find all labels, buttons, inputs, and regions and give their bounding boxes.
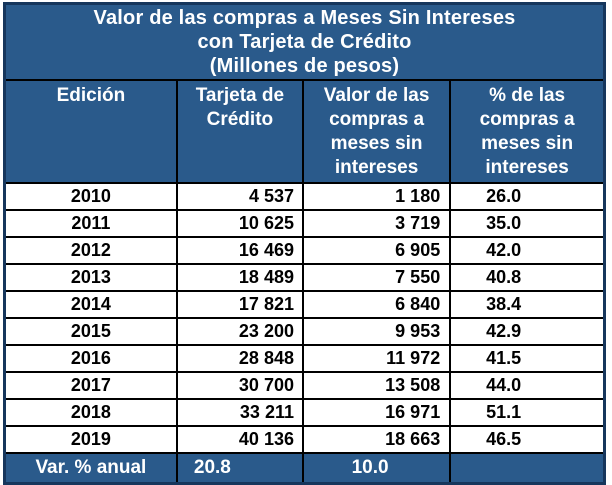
pct-value-cell: 26.0 <box>449 182 606 211</box>
valor-value-cell: 11 972 <box>301 344 452 373</box>
valor-value-cell: 7 550 <box>301 263 452 292</box>
table-row: 2015 23 200 9 953 42.9 <box>3 317 606 346</box>
table-row: 2017 30 700 13 508 44.0 <box>3 371 606 400</box>
year-cell: 2013 <box>3 263 178 292</box>
tarjeta-value-cell: 18 489 <box>175 263 304 292</box>
table-row: 2019 40 136 18 663 46.5 <box>3 425 606 454</box>
pct-value-cell: 35.0 <box>449 209 606 238</box>
table-row: 2010 4 537 1 180 26.0 <box>3 182 606 211</box>
tarjeta-value-cell: 17 821 <box>175 290 304 319</box>
pct-value-cell: 42.9 <box>449 317 606 346</box>
pct-value-cell: 42.0 <box>449 236 606 265</box>
tarjeta-value-cell: 4 537 <box>175 182 304 211</box>
valor-value-cell: 16 971 <box>301 398 452 427</box>
pct-value-cell: 51.1 <box>449 398 606 427</box>
valor-value-cell: 13 508 <box>301 371 452 400</box>
tarjeta-value-cell: 28 848 <box>175 344 304 373</box>
year-cell: 2017 <box>3 371 178 400</box>
year-cell: 2019 <box>3 425 178 454</box>
footer-label: Var. % anual <box>3 452 178 485</box>
valor-value-cell: 6 840 <box>301 290 452 319</box>
pct-value-cell: 46.5 <box>449 425 606 454</box>
pct-value-cell: 41.5 <box>449 344 606 373</box>
tarjeta-value-cell: 10 625 <box>175 209 304 238</box>
year-cell: 2010 <box>3 182 178 211</box>
valor-value-cell: 9 953 <box>301 317 452 346</box>
msi-data-table: Valor de las compras a Meses Sin Interes… <box>3 2 606 485</box>
footer-valor-var-cell: 10.0 <box>301 452 452 485</box>
year-cell: 2016 <box>3 344 178 373</box>
table-row: 2012 16 469 6 905 42.0 <box>3 236 606 265</box>
year-cell: 2012 <box>3 236 178 265</box>
column-header-edicion: Edición <box>3 79 178 184</box>
table-row: 2014 17 821 6 840 38.4 <box>3 290 606 319</box>
footer-pct-empty-cell <box>449 452 606 485</box>
pct-value-cell: 38.4 <box>449 290 606 319</box>
title-row: Valor de las compras a Meses Sin Interes… <box>3 2 606 81</box>
pct-value-cell: 40.8 <box>449 263 606 292</box>
tarjeta-value-cell: 30 700 <box>175 371 304 400</box>
pct-value-cell: 44.0 <box>449 371 606 400</box>
column-header-tarjeta-credito: Tarjeta de Crédito <box>175 79 304 184</box>
valor-value-cell: 3 719 <box>301 209 452 238</box>
year-cell: 2014 <box>3 290 178 319</box>
valor-value-cell: 6 905 <box>301 236 452 265</box>
table-row: 2011 10 625 3 719 35.0 <box>3 209 606 238</box>
valor-value-cell: 1 180 <box>301 182 452 211</box>
footer-row: Var. % anual 20.8 10.0 <box>3 452 606 485</box>
year-cell: 2011 <box>3 209 178 238</box>
table-row: 2018 33 211 16 971 51.1 <box>3 398 606 427</box>
table-row: 2016 28 848 11 972 41.5 <box>3 344 606 373</box>
valor-value-cell: 18 663 <box>301 425 452 454</box>
tarjeta-value-cell: 33 211 <box>175 398 304 427</box>
tarjeta-value-cell: 40 136 <box>175 425 304 454</box>
tarjeta-value-cell: 23 200 <box>175 317 304 346</box>
column-header-pct-compras: % de las compras a meses sin intereses <box>449 79 606 184</box>
tarjeta-value-cell: 16 469 <box>175 236 304 265</box>
table-row: 2013 18 489 7 550 40.8 <box>3 263 606 292</box>
table-title: Valor de las compras a Meses Sin Interes… <box>3 2 606 81</box>
column-header-valor-compras: Valor de las compras a meses sin interes… <box>301 79 452 184</box>
year-cell: 2015 <box>3 317 178 346</box>
header-row: Edición Tarjeta de Crédito Valor de las … <box>3 79 606 184</box>
footer-tarjeta-var-cell: 20.8 <box>175 452 304 485</box>
year-cell: 2018 <box>3 398 178 427</box>
